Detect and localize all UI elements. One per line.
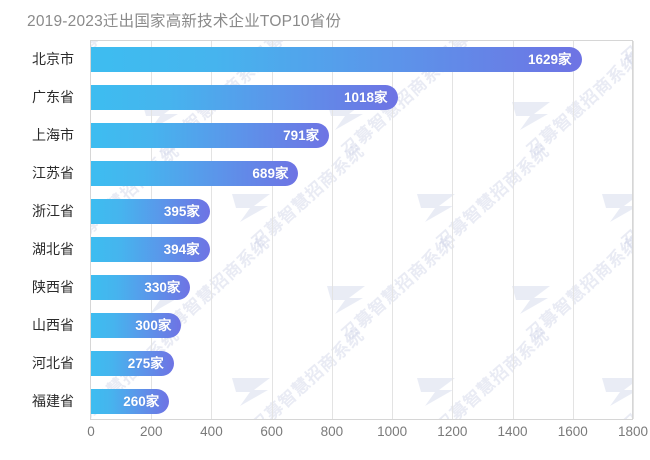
bar[interactable]: [91, 388, 170, 414]
bar-value-label: 791家: [283, 127, 320, 143]
bar[interactable]: [91, 84, 398, 110]
x-axis-tick-label: 0: [87, 424, 95, 439]
bar-row[interactable]: 330家: [91, 274, 191, 300]
bar-row[interactable]: 791家: [91, 122, 330, 148]
bar-value-label: 275家: [127, 355, 164, 371]
x-axis-labels: 0 200 400 600 800 1000 1200 1400 1600 1800: [0, 424, 650, 452]
y-axis-tick-label: 江苏省: [32, 164, 74, 181]
bar[interactable]: [91, 198, 210, 224]
bar[interactable]: [91, 350, 174, 376]
bar-row[interactable]: 300家: [91, 312, 182, 338]
y-axis-tick-label: 上海市: [32, 126, 74, 143]
gridline: [392, 41, 394, 419]
x-axis-tick-label: 600: [260, 424, 283, 439]
bar-row[interactable]: 395家: [91, 198, 210, 224]
bar[interactable]: [91, 160, 299, 186]
x-axis-tick-label: 1200: [437, 424, 468, 439]
bar-row[interactable]: 1629家: [91, 46, 582, 72]
bar-value-label: 1629家: [527, 51, 572, 67]
gridline: [211, 41, 213, 419]
gridline: [452, 41, 454, 419]
bar-row[interactable]: 689家: [91, 160, 299, 186]
bar-value-label: 1018家: [343, 89, 388, 105]
x-axis-tick-label: 1400: [497, 424, 528, 439]
x-axis-tick-label: 800: [320, 424, 344, 439]
bar-row[interactable]: 260家: [91, 388, 170, 414]
x-axis-tick-label: 1800: [617, 424, 649, 439]
y-axis-labels: 北京市广东省上海市江苏省浙江省湖北省陕西省山西省河北省福建省: [0, 40, 82, 420]
bar[interactable]: [91, 274, 191, 300]
y-axis-tick-label: 河北省: [32, 354, 74, 371]
bar[interactable]: [91, 46, 582, 72]
gridline: [572, 41, 574, 419]
gridline: [512, 41, 514, 419]
bar[interactable]: [91, 312, 182, 338]
y-axis-tick-label: 福建省: [32, 392, 74, 409]
bars-layer: 1629家 1018家 791家 689家 395家 394家 330家 300家 275家 26…: [91, 40, 633, 420]
bar-value-label: 689家: [252, 165, 289, 181]
bar-value-label: 330家: [144, 279, 181, 295]
gridline: [151, 41, 153, 419]
bar[interactable]: [91, 236, 210, 262]
gridline: [633, 41, 634, 419]
bar-row[interactable]: 275家: [91, 350, 174, 376]
y-axis-tick-label: 山西省: [32, 316, 74, 333]
bar-value-label: 395家: [163, 203, 200, 219]
y-axis-tick-label: 广东省: [32, 88, 74, 105]
gridline: [331, 41, 333, 419]
bar-row[interactable]: 394家: [91, 236, 210, 262]
bar-value-label: 300家: [135, 317, 172, 333]
bar[interactable]: [91, 122, 330, 148]
gridline: [271, 41, 273, 419]
bar-value-label: 394家: [163, 241, 200, 257]
x-axis-tick-label: 1000: [377, 424, 408, 439]
y-axis-tick-label: 浙江省: [32, 202, 74, 219]
y-axis-tick-label: 湖北省: [32, 240, 74, 257]
y-axis-tick-label: 陕西省: [32, 278, 74, 295]
chart-title: 2019-2023迁出国家高新技术企业TOP10省份: [27, 13, 342, 30]
x-axis-tick-label: 200: [139, 424, 163, 439]
plot-area: [90, 40, 634, 420]
bar-row[interactable]: 1018家: [91, 84, 398, 110]
y-axis-tick-label: 北京市: [32, 50, 74, 67]
x-axis-tick-label: 400: [200, 424, 223, 439]
x-axis-tick-label: 1600: [557, 424, 588, 439]
bar-value-label: 260家: [123, 393, 160, 409]
